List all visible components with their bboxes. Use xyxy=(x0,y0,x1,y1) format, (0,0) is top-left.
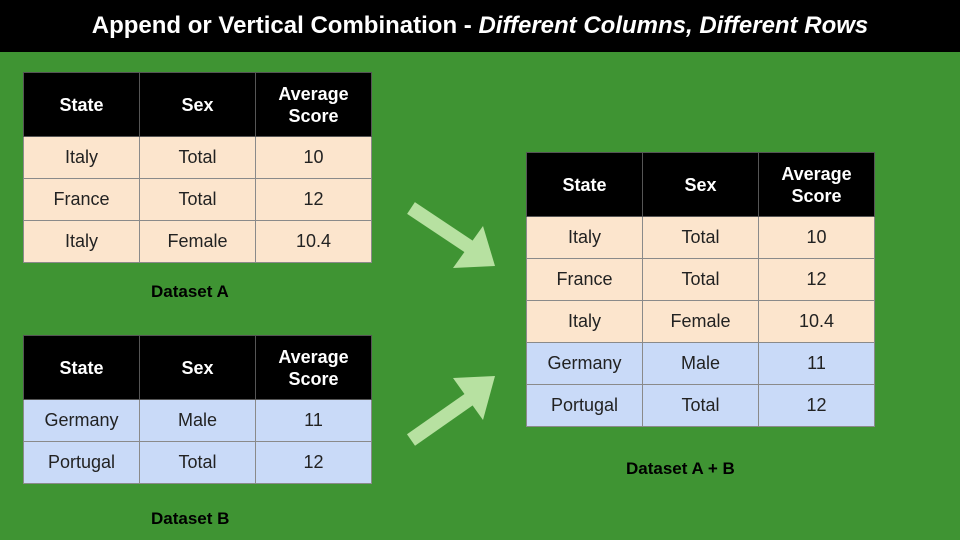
table-row: Germany Male 11 xyxy=(526,342,875,385)
header-state: State xyxy=(526,152,643,217)
header-state: State xyxy=(23,72,140,137)
header-row: State Sex Average Score xyxy=(23,72,372,137)
header-state: State xyxy=(23,335,140,400)
table-row: Italy Female 10.4 xyxy=(526,300,875,343)
cell-state: Germany xyxy=(23,399,140,442)
page-title: Append or Vertical Combination - Differe… xyxy=(0,0,960,52)
header-row: State Sex Average Score xyxy=(23,335,372,400)
cell-score: 12 xyxy=(758,258,875,301)
dataset-ab-table: State Sex Average Score Italy Total 10 F… xyxy=(526,152,875,427)
cell-score: 11 xyxy=(255,399,372,442)
cell-sex: Total xyxy=(642,258,759,301)
dataset-b-caption: Dataset B xyxy=(151,509,230,528)
table-row: Italy Total 10 xyxy=(23,136,372,179)
cell-score: 11 xyxy=(758,342,875,385)
cell-state: France xyxy=(23,178,140,221)
dataset-b-table: State Sex Average Score Germany Male 11 … xyxy=(23,335,372,484)
cell-state: Italy xyxy=(23,136,140,179)
table-row: France Total 12 xyxy=(23,178,372,221)
header-average-score: Average Score xyxy=(758,152,875,217)
cell-sex: Female xyxy=(642,300,759,343)
header-sex: Sex xyxy=(139,72,256,137)
cell-sex: Total xyxy=(139,441,256,484)
cell-state: Portugal xyxy=(526,384,643,427)
header-row: State Sex Average Score xyxy=(526,152,875,217)
cell-sex: Male xyxy=(642,342,759,385)
dataset-a-table: State Sex Average Score Italy Total 10 F… xyxy=(23,72,372,263)
header-sex: Sex xyxy=(642,152,759,217)
title-emphasis: Different Columns, Different Rows xyxy=(478,12,869,39)
table-row: Portugal Total 12 xyxy=(526,384,875,427)
cell-sex: Total xyxy=(139,178,256,221)
cell-state: Germany xyxy=(526,342,643,385)
cell-score: 12 xyxy=(758,384,875,427)
cell-score: 10.4 xyxy=(758,300,875,343)
cell-state: Portugal xyxy=(23,441,140,484)
dataset-ab-caption: Dataset A + B xyxy=(626,459,735,478)
arrow-down-right-icon xyxy=(407,202,495,268)
cell-score: 12 xyxy=(255,441,372,484)
table-row: Germany Male 11 xyxy=(23,399,372,442)
cell-score: 10.4 xyxy=(255,220,372,263)
header-average-score: Average Score xyxy=(255,335,372,400)
cell-sex: Total xyxy=(139,136,256,179)
header-sex: Sex xyxy=(139,335,256,400)
table-row: Italy Female 10.4 xyxy=(23,220,372,263)
cell-score: 10 xyxy=(255,136,372,179)
cell-score: 12 xyxy=(255,178,372,221)
cell-state: Italy xyxy=(526,300,643,343)
title-main: Append or Vertical Combination - xyxy=(91,12,472,39)
table-row: Italy Total 10 xyxy=(526,216,875,259)
cell-state: France xyxy=(526,258,643,301)
cell-state: Italy xyxy=(23,220,140,263)
cell-sex: Total xyxy=(642,384,759,427)
arrow-up-right-icon xyxy=(406,376,495,446)
table-row: Portugal Total 12 xyxy=(23,441,372,484)
cell-score: 10 xyxy=(758,216,875,259)
cell-sex: Total xyxy=(642,216,759,259)
cell-sex: Male xyxy=(139,399,256,442)
header-average-score: Average Score xyxy=(255,72,372,137)
dataset-a-caption: Dataset A xyxy=(151,282,229,301)
table-row: France Total 12 xyxy=(526,258,875,301)
cell-state: Italy xyxy=(526,216,643,259)
cell-sex: Female xyxy=(139,220,256,263)
